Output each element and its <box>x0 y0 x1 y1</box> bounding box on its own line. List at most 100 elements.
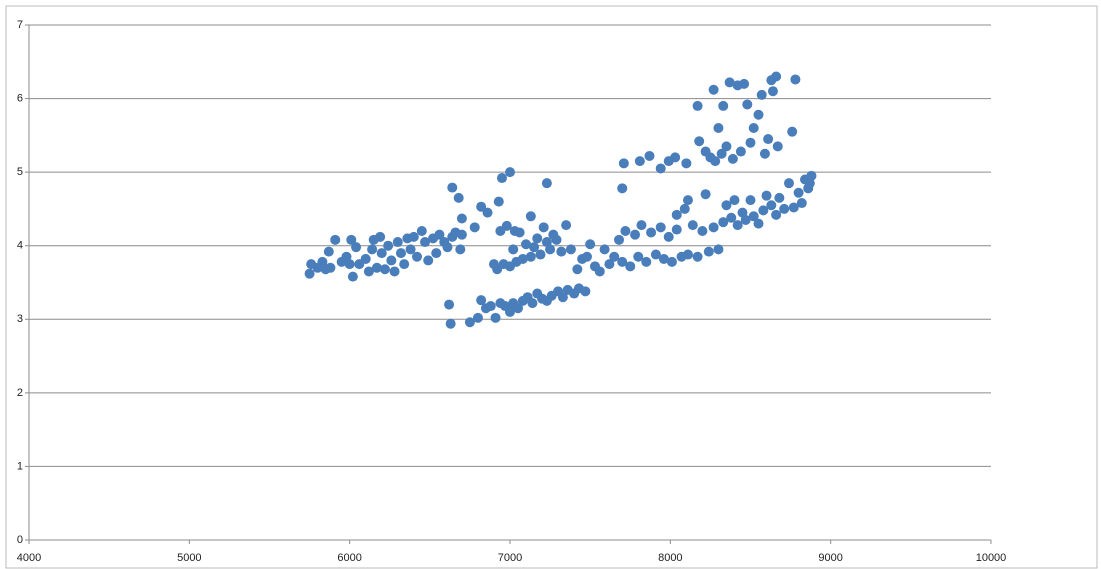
point <box>618 158 629 169</box>
point <box>363 266 374 277</box>
x-tick-label: 10000 <box>976 552 1007 564</box>
point <box>753 109 764 120</box>
point <box>323 246 334 257</box>
point <box>694 136 705 147</box>
point <box>455 244 466 255</box>
point <box>753 218 764 229</box>
point <box>517 253 528 264</box>
point <box>389 266 400 277</box>
point <box>692 251 703 262</box>
point <box>650 249 661 260</box>
point <box>442 242 453 253</box>
y-tick-label: 4 <box>17 240 23 252</box>
point <box>371 262 382 273</box>
point <box>748 123 759 133</box>
point <box>692 100 703 111</box>
point <box>681 158 692 169</box>
point <box>620 226 631 236</box>
point <box>710 156 721 167</box>
point <box>444 299 455 310</box>
point <box>767 86 778 97</box>
point <box>735 146 746 157</box>
point <box>727 153 738 164</box>
point <box>726 212 737 223</box>
point <box>740 214 751 225</box>
point <box>456 229 467 240</box>
point <box>670 152 681 163</box>
point <box>529 242 540 253</box>
point <box>700 189 711 200</box>
point <box>395 248 406 259</box>
point <box>625 261 636 272</box>
point <box>493 196 504 207</box>
point <box>663 231 674 242</box>
point <box>513 303 524 314</box>
point <box>557 292 568 303</box>
point <box>708 84 719 95</box>
point <box>703 246 714 257</box>
point <box>561 220 572 231</box>
point <box>585 239 596 250</box>
point <box>732 220 743 231</box>
x-tick-label: 9000 <box>818 552 842 564</box>
y-tick-label: 2 <box>17 387 23 399</box>
point <box>572 264 583 275</box>
point <box>766 200 777 211</box>
point <box>509 226 520 236</box>
point <box>453 192 464 203</box>
point <box>796 198 807 209</box>
point <box>556 246 567 257</box>
point <box>682 249 693 260</box>
y-tick-label: 0 <box>17 534 23 546</box>
point <box>687 220 698 231</box>
point <box>756 89 767 100</box>
point <box>644 150 655 161</box>
point <box>392 237 403 248</box>
point <box>758 205 769 216</box>
point <box>447 182 458 193</box>
point <box>671 209 682 220</box>
point <box>445 318 456 329</box>
point <box>399 259 410 270</box>
point <box>472 312 483 323</box>
point <box>527 298 538 309</box>
point <box>367 244 378 255</box>
point <box>476 295 487 306</box>
point <box>721 200 732 211</box>
point <box>423 255 434 266</box>
point <box>787 126 798 137</box>
point <box>609 251 620 262</box>
point <box>604 259 615 270</box>
point <box>729 195 740 206</box>
point <box>804 178 815 189</box>
point <box>360 253 371 264</box>
point <box>532 233 543 244</box>
point <box>456 213 467 224</box>
point <box>581 251 592 262</box>
point <box>745 195 756 206</box>
x-tick-label: 4000 <box>17 552 41 564</box>
point <box>682 195 693 206</box>
point <box>379 264 390 275</box>
point <box>551 234 562 245</box>
point <box>505 167 515 178</box>
point <box>759 148 770 159</box>
point <box>508 244 519 255</box>
point <box>772 141 783 152</box>
point <box>496 173 507 184</box>
point <box>376 248 387 259</box>
x-tick-label: 7000 <box>498 552 522 564</box>
point <box>490 312 501 323</box>
chart-frame <box>5 5 1098 569</box>
point <box>617 183 628 194</box>
y-tick-label: 7 <box>17 19 23 31</box>
point <box>346 234 357 245</box>
point <box>594 266 605 277</box>
point <box>745 137 756 148</box>
point <box>708 222 719 233</box>
point <box>761 190 772 201</box>
point <box>464 317 475 328</box>
y-tick-label: 1 <box>17 460 23 472</box>
point <box>330 234 341 245</box>
y-tick-label: 5 <box>17 166 23 178</box>
